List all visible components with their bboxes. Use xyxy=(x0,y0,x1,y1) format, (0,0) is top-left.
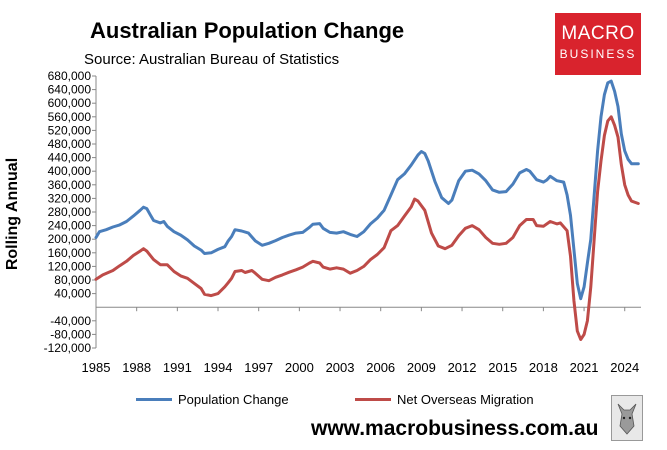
x-tick-label: 2024 xyxy=(610,360,639,375)
y-tick-label: 40,000 xyxy=(54,287,91,301)
y-tick-label: -80,000 xyxy=(50,327,91,341)
x-tick-label: 1985 xyxy=(82,360,111,375)
legend-label-nom: Net Overseas Migration xyxy=(397,392,534,407)
x-tick-label: 2018 xyxy=(529,360,558,375)
legend-population-change: Population Change xyxy=(136,392,289,407)
x-tick-label: 1994 xyxy=(204,360,233,375)
y-tick-label: 120,000 xyxy=(48,259,92,273)
y-tick-label: -120,000 xyxy=(44,341,92,355)
y-tick-label: 640,000 xyxy=(48,83,92,97)
chart-title: Australian Population Change xyxy=(90,18,405,43)
legend-swatch-nom xyxy=(355,398,391,401)
logo-line1: MACRO xyxy=(561,23,635,44)
x-tick-label: 2021 xyxy=(570,360,599,375)
macrobusiness-logo: MACRO BUSINESS xyxy=(555,13,641,75)
x-tick-label: 1988 xyxy=(122,360,151,375)
y-tick-label: 240,000 xyxy=(48,219,92,233)
x-tick-label: 1997 xyxy=(244,360,273,375)
y-tick-label: 520,000 xyxy=(48,123,92,137)
wolf-image-icon xyxy=(611,395,643,441)
x-tick-label: 2000 xyxy=(285,360,314,375)
legend-swatch-population xyxy=(136,398,172,401)
legend-label-population: Population Change xyxy=(178,392,289,407)
series-net-overseas-migration xyxy=(94,115,640,341)
y-tick-label: 360,000 xyxy=(48,178,92,192)
y-tick-label: 680,000 xyxy=(48,69,92,83)
logo-line2: BUSINESS xyxy=(559,47,637,61)
y-tick-label: 560,000 xyxy=(48,110,92,124)
y-tick-label: 320,000 xyxy=(48,191,92,205)
x-tick-label: 2015 xyxy=(488,360,517,375)
y-tick-label: 280,000 xyxy=(48,205,92,219)
line-chart: 1985 1988 1991 1994 1997 2000 2003 2006 2009 2012… xyxy=(44,69,641,375)
x-tick-label: 2003 xyxy=(326,360,355,375)
y-tick-label: 160,000 xyxy=(48,246,92,260)
series-population-change xyxy=(94,79,640,301)
legend-net-overseas-migration: Net Overseas Migration xyxy=(355,392,534,407)
y-tick-label: 400,000 xyxy=(48,164,92,178)
y-tick-label: -40,000 xyxy=(50,314,91,328)
x-tick-label: 1991 xyxy=(163,360,192,375)
y-tick-label: 440,000 xyxy=(48,151,92,165)
x-tick-label: 2012 xyxy=(448,360,477,375)
y-tick-label: 480,000 xyxy=(48,137,92,151)
y-tick-label: 80,000 xyxy=(54,273,91,287)
chart-subtitle: Source: Australian Bureau of Statistics xyxy=(84,51,340,68)
y-tick-label: 200,000 xyxy=(48,232,92,246)
y-tick-label: 600,000 xyxy=(48,96,92,110)
x-tick-label: 2006 xyxy=(366,360,395,375)
x-tick-label: 2009 xyxy=(407,360,436,375)
website-url[interactable]: www.macrobusiness.com.au xyxy=(311,417,599,440)
